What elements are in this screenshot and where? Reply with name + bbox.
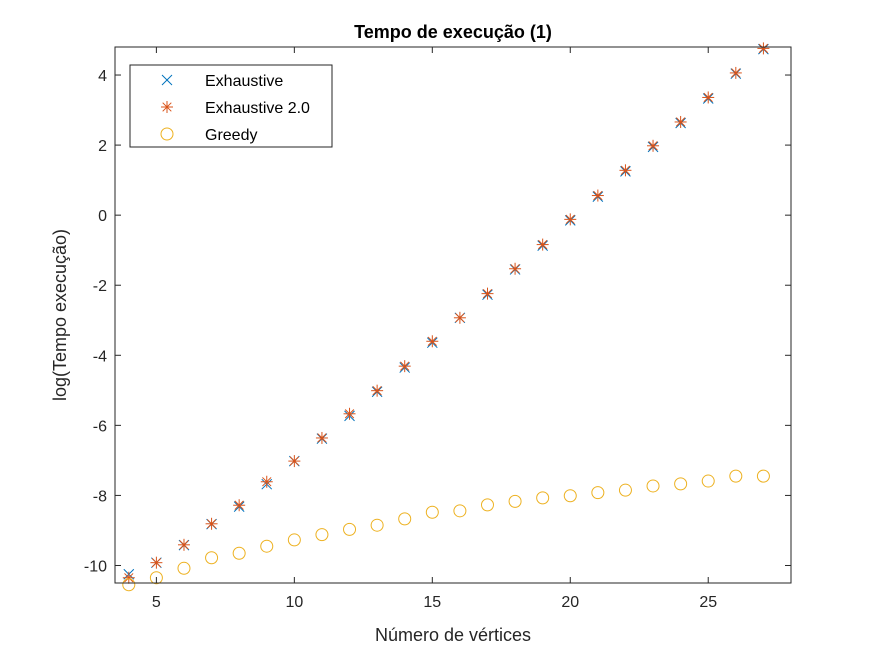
data-point: [232, 546, 246, 560]
legend-entry-label: Exhaustive 2.0: [205, 100, 310, 117]
chart-title: Tempo de execução (1): [354, 22, 552, 42]
data-point: [453, 311, 466, 324]
data-point: [674, 477, 688, 491]
data-point: [536, 238, 549, 251]
y-tick-label: 4: [98, 68, 107, 85]
data-point: [149, 571, 163, 585]
data-point: [205, 517, 218, 530]
data-point: [315, 431, 328, 444]
plot-frame: [114, 46, 792, 584]
x-tick-label: 5: [152, 594, 161, 611]
data-point: [177, 561, 191, 575]
data-point: [619, 164, 632, 177]
data-point: [591, 189, 604, 202]
data-point: [370, 518, 384, 532]
data-point: [371, 384, 384, 397]
data-point: [481, 287, 494, 300]
data-point: [646, 479, 660, 493]
x-tick-label: 25: [699, 594, 717, 611]
legend: Exhaustive Exhaustive 2.0 Greedy: [129, 64, 333, 148]
legend-box: [129, 64, 333, 148]
y-tick-label: 2: [98, 138, 107, 155]
data-point: [233, 499, 246, 512]
data-point: [150, 556, 163, 569]
legend-entry-label: Exhaustive: [205, 73, 283, 90]
y-tick-label: 0: [98, 208, 107, 225]
data-point: [702, 91, 715, 104]
y-tick-label: -8: [93, 488, 107, 505]
legend-marker: [160, 127, 174, 141]
data-point: [287, 533, 301, 547]
x-tick-label: 20: [561, 594, 579, 611]
data-point: [343, 522, 357, 536]
data-point: [563, 489, 577, 503]
data-point: [343, 407, 356, 420]
axis-ticks: 5 10 15 20 25 -10 -8 -6 -4 -2 0 2 4: [84, 47, 791, 611]
data-point: [260, 539, 274, 553]
y-tick-label: -6: [93, 418, 107, 435]
data-point: [426, 335, 439, 348]
data-point: [618, 483, 632, 497]
data-point: [260, 475, 273, 488]
data-point: [205, 551, 219, 565]
x-tick-label: 10: [285, 594, 303, 611]
data-point: [729, 469, 743, 483]
series-greedy: [122, 469, 770, 592]
data-point: [288, 455, 301, 468]
data-point: [756, 469, 770, 483]
legend-marker: [161, 101, 173, 113]
y-tick-label: -10: [84, 558, 107, 575]
y-axis-label: log(Tempo execução): [50, 229, 70, 401]
data-point: [398, 512, 412, 526]
data-point: [122, 578, 136, 592]
data-point: [729, 66, 742, 79]
data-point: [398, 360, 411, 373]
data-point: [701, 474, 715, 488]
y-tick-label: -4: [93, 348, 107, 365]
data-point: [564, 213, 577, 226]
data-point: [674, 115, 687, 128]
data-point: [508, 494, 522, 508]
data-markers: [122, 42, 770, 592]
x-axis-label: Número de vértices: [375, 625, 531, 645]
y-tick-label: -2: [93, 278, 107, 295]
x-tick-label: 15: [423, 594, 441, 611]
legend-marker: [161, 74, 173, 86]
data-point: [536, 491, 550, 505]
data-point: [122, 571, 135, 584]
data-point: [509, 262, 522, 275]
data-point: [177, 538, 190, 551]
data-point: [591, 486, 605, 500]
data-point: [425, 505, 439, 519]
data-point: [647, 139, 660, 152]
data-point: [480, 498, 494, 512]
data-point: [315, 528, 329, 542]
data-point: [453, 504, 467, 518]
legend-entry-label: Greedy: [205, 127, 257, 144]
series-exhaustive-2-0: [122, 42, 770, 584]
data-point: [757, 42, 770, 55]
